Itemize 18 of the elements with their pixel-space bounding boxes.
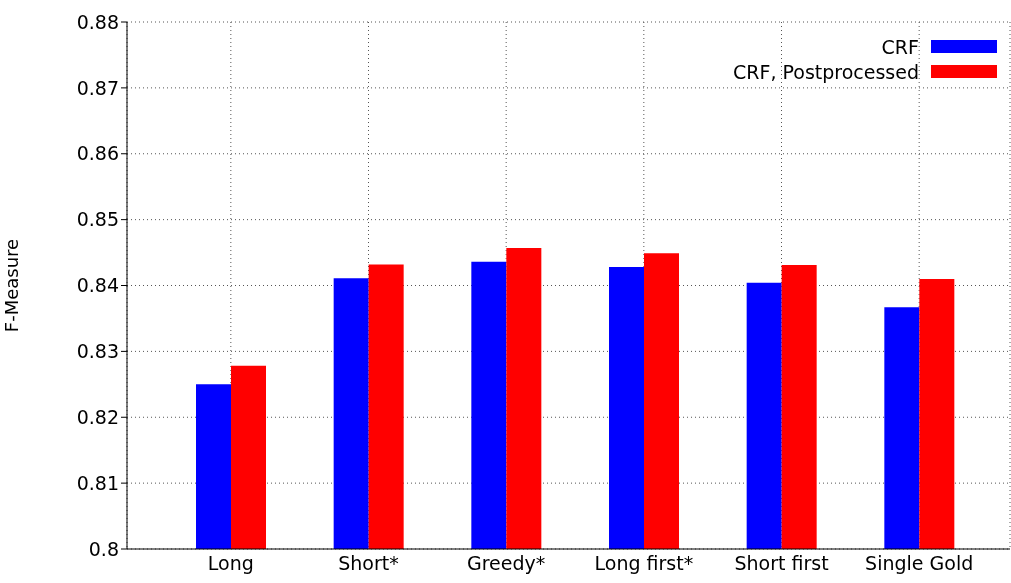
y-tick-label: 0.8 xyxy=(88,537,119,560)
y-tick-label: 0.84 xyxy=(76,274,119,297)
y-tick-label: 0.86 xyxy=(76,142,119,165)
y-tick-label: 0.83 xyxy=(76,340,119,363)
y-tick-label: 0.81 xyxy=(76,471,119,494)
x-tick-label: Greedy* xyxy=(467,552,546,575)
y-tick-label: 0.85 xyxy=(76,208,119,231)
legend-label: CRF, Postprocessed xyxy=(733,60,919,83)
legend-label: CRF xyxy=(881,35,919,58)
y-axis-title: F-Measure xyxy=(1,238,23,333)
y-tick-label: 0.88 xyxy=(76,10,119,33)
y-tick-label: 0.87 xyxy=(76,76,119,99)
x-tick-label: Single Gold xyxy=(865,552,974,575)
y-tick-label: 0.82 xyxy=(76,405,119,428)
x-tick-label: Long first* xyxy=(594,552,694,575)
x-tick-label: Long xyxy=(207,552,254,575)
x-tick-label: Short first xyxy=(734,552,829,575)
x-tick-label: Short* xyxy=(338,552,399,575)
